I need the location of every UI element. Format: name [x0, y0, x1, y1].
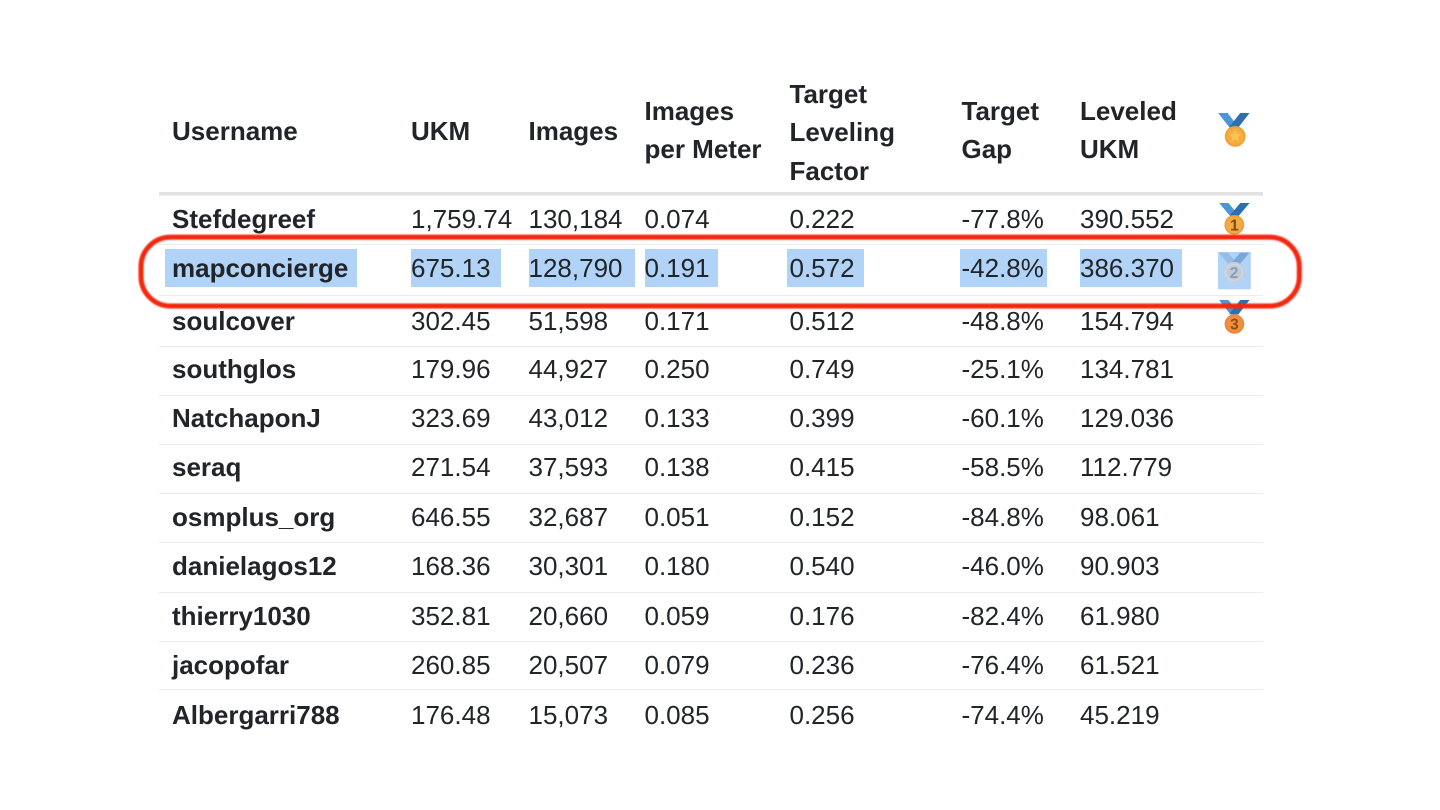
- svg-text:1: 1: [1230, 217, 1239, 234]
- svg-text:2: 2: [1230, 265, 1239, 282]
- svg-text:3: 3: [1230, 317, 1239, 334]
